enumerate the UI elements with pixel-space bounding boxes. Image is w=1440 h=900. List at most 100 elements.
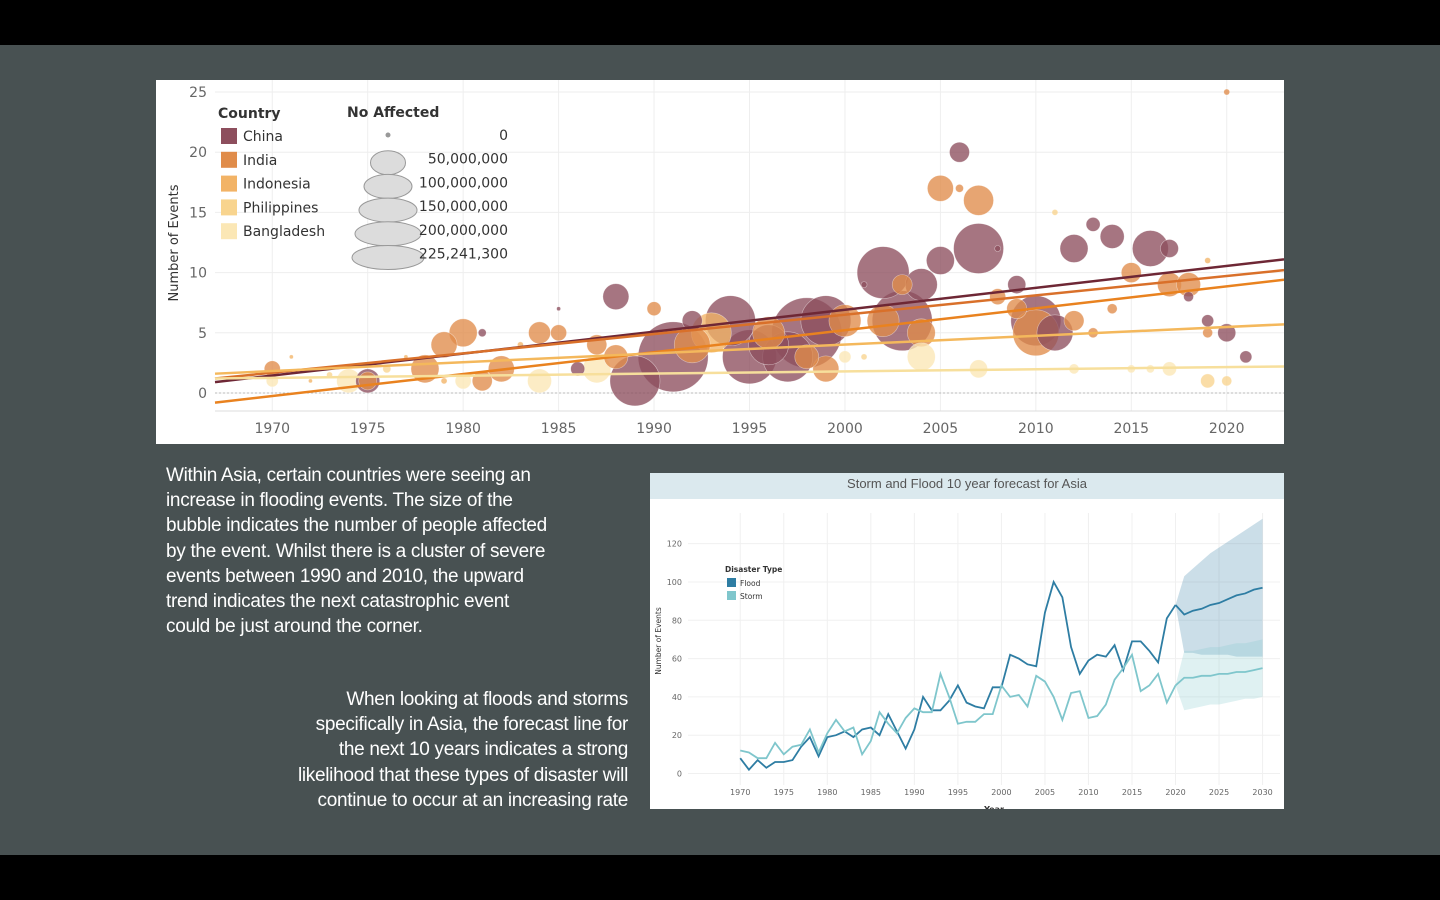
x-tick-label: 2020 (1165, 788, 1185, 797)
legend-swatch (221, 223, 237, 240)
legend-swatch (221, 175, 237, 192)
bubble-point (1036, 314, 1074, 352)
bubble-point (1183, 291, 1194, 302)
bubble-point (891, 274, 913, 295)
caption-2-line: the next 10 years indicates a strong (338, 739, 628, 761)
legend-label: Flood (740, 579, 761, 588)
x-tick-label: 2005 (1035, 788, 1055, 797)
legend-size-mark (358, 197, 418, 223)
x-tick-label: 1990 (904, 788, 924, 797)
legend-size-label: 100,000,000 (419, 175, 508, 191)
caption-forecast-chart: When looking at floods and storms specifi… (262, 687, 628, 813)
x-tick-label: 1985 (541, 421, 577, 437)
series-line (1174, 586, 1263, 616)
y-tick-label: 25 (189, 85, 207, 101)
bubble-point (949, 141, 970, 163)
legend-swatch (221, 128, 237, 144)
legend-size-mark (370, 150, 406, 176)
bubble-point (1063, 310, 1085, 332)
bubble-point (955, 184, 964, 193)
caption-1-line: by the event. Whilst there is a cluster … (166, 540, 546, 562)
x-tick-label: 1975 (350, 421, 386, 437)
legend-label: Philippines (243, 200, 318, 216)
series-line (1174, 667, 1263, 687)
bubble-point (1051, 209, 1059, 216)
legend-size-title: No Affected (347, 105, 439, 121)
legend-label: Indonesia (243, 177, 311, 193)
bubble-chart-panel: 1970 1975 1980 1985 1990 1995 2000 20 0 5 2010 2015… (156, 80, 1285, 444)
x-tick-label: 1970 (254, 421, 290, 437)
bubble-point (556, 306, 561, 311)
bubble-point (609, 355, 661, 407)
bubble-point (1120, 262, 1142, 283)
bubble-point (602, 283, 630, 310)
bubble-point (838, 350, 852, 364)
bubble-point (1160, 239, 1179, 258)
legend-swatch (727, 591, 736, 600)
legend-size-label: 225,241,300 (419, 247, 508, 263)
bubble-point (1201, 314, 1214, 328)
y-tick-label: 80 (672, 616, 682, 625)
y-tick-label: 100 (667, 578, 682, 587)
x-tick-label: 1980 (817, 788, 837, 797)
x-tick-label: 2015 (1113, 421, 1149, 437)
caption-bubble-chart: Within Asia, certain countries were seei… (166, 463, 586, 639)
caption-1-line: increase in flooding events. The size of… (166, 490, 513, 512)
x-tick-label: 1995 (948, 788, 968, 797)
y-tick-label: 0 (677, 770, 682, 779)
y-tick-label: 120 (667, 540, 682, 549)
caption-1-line: could be just around the corner. (166, 616, 423, 638)
trend-line (214, 323, 1285, 375)
bubble-point (289, 354, 294, 360)
caption-1-line: trend indicates the next catastrophic ev… (166, 591, 510, 613)
bubble-point (308, 378, 313, 384)
bubble-point (430, 331, 458, 359)
x-tick-label: 2010 (1078, 788, 1098, 797)
y-tick-label: 15 (189, 205, 207, 221)
x-tick-label: 2000 (827, 421, 863, 437)
y-tick-label: 10 (189, 266, 207, 282)
legend-label: Storm (740, 592, 763, 601)
x-tick-label: 2025 (1209, 788, 1229, 797)
bubble-point (994, 245, 1001, 252)
bubble-point (1059, 234, 1089, 263)
bubble-point (794, 344, 820, 370)
slide: 1970 1975 1980 1985 1990 1995 2000 2005 2010 2015… (0, 45, 1440, 855)
y-tick-label: 5 (198, 326, 207, 342)
bubble-point (907, 342, 936, 372)
x-tick-label: 1970 (730, 788, 750, 797)
y-tick-label: 20 (189, 145, 207, 161)
caption-1-line: events between 1990 and 2010, the upward (166, 565, 524, 587)
caption-1-line: bubble indicates the number of people af… (166, 515, 547, 537)
x-tick-label: 2010 (1018, 421, 1054, 437)
legend-size-label: 50,000,000 (428, 152, 508, 168)
bubble-point (963, 185, 994, 216)
bubble-point (1106, 303, 1118, 314)
bubble-point (860, 281, 868, 288)
y-axis-label: Number of Events (167, 184, 182, 301)
y-tick-label: 0 (198, 386, 207, 402)
x-tick-label: 1980 (445, 421, 481, 437)
legend-size-label: 0 (499, 128, 508, 144)
x-tick-label: 1995 (732, 421, 768, 437)
trend-line (214, 268, 1285, 380)
x-tick-label: 1990 (636, 421, 672, 437)
forecast-chart-panel: Storm and Flood 10 year forecast for Asi… (650, 473, 1284, 809)
forecast-band (1175, 518, 1263, 657)
bubble-point (477, 328, 487, 338)
legend-size-mark (385, 132, 391, 138)
bubble-point (927, 175, 954, 202)
bubble-point (646, 301, 662, 316)
legend-label: India (243, 153, 277, 169)
legend-label: Bangladesh (243, 224, 325, 240)
caption-1-line: Within Asia, certain countries were seei… (166, 465, 531, 486)
bubble-point (550, 324, 567, 342)
legend-swatch (727, 578, 736, 587)
forecast-chart-title: Storm and Flood 10 year forecast for Asi… (650, 473, 1284, 499)
y-tick-label: 40 (672, 693, 682, 702)
bubble-point (1085, 217, 1101, 232)
forecast-band (1175, 639, 1263, 711)
series-line (739, 579, 1177, 772)
bubble-point (1239, 350, 1253, 364)
x-tick-label: 2020 (1209, 421, 1245, 437)
